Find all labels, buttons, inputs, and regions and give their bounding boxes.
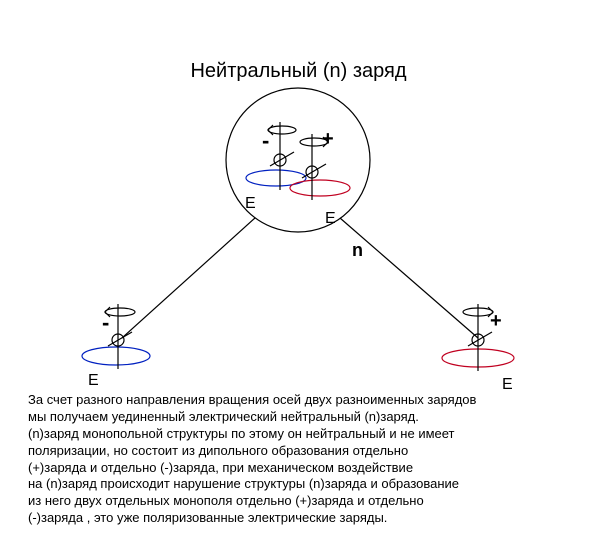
diagram-label: E — [245, 195, 256, 213]
diagram-label: n — [352, 240, 363, 261]
diagram-label: + — [322, 128, 334, 151]
diagram-label: - — [102, 310, 109, 336]
diagram-label: + — [490, 310, 502, 333]
description-text: За счет разного направления вращения осе… — [28, 392, 476, 527]
page-title: Нейтральный (n) заряд — [0, 60, 597, 83]
diagram-label: E — [325, 210, 336, 228]
diagram-label: E — [88, 372, 99, 390]
diagram-label: - — [262, 128, 269, 154]
diagram-label: E — [502, 376, 513, 394]
